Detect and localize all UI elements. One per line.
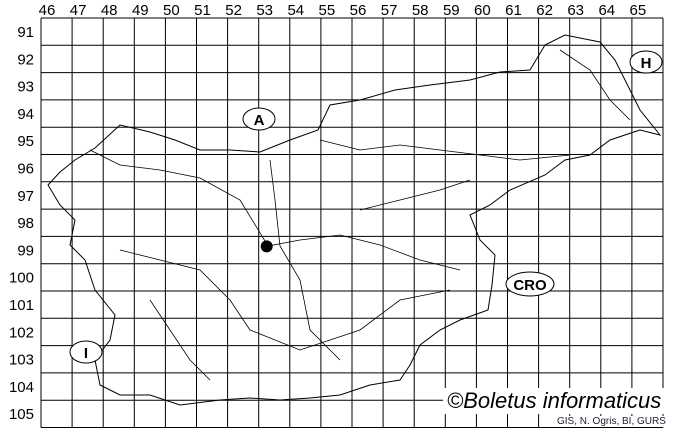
country-outline bbox=[47, 34, 662, 406]
credit-text: ©Boletus informaticus bbox=[443, 388, 666, 414]
column-label: 54 bbox=[287, 2, 304, 19]
source-text: GIS, N. Ogris, BI, GURS bbox=[555, 416, 668, 427]
column-label: 52 bbox=[225, 2, 242, 19]
column-label: 58 bbox=[412, 2, 429, 19]
row-label: 102 bbox=[9, 324, 34, 341]
row-label: 97 bbox=[17, 188, 34, 205]
svg-text:A: A bbox=[254, 112, 265, 129]
column-label: 62 bbox=[536, 2, 553, 19]
row-label: 96 bbox=[17, 161, 34, 178]
row-label: 104 bbox=[9, 379, 34, 396]
svg-text:CRO: CRO bbox=[513, 277, 547, 294]
column-label: 61 bbox=[505, 2, 522, 19]
occurrence-dot bbox=[260, 240, 273, 253]
grid-lines bbox=[40, 17, 664, 428]
svg-text:I: I bbox=[84, 345, 88, 362]
column-label: 59 bbox=[443, 2, 460, 19]
label-italy: I bbox=[69, 340, 103, 364]
column-label: 48 bbox=[101, 2, 118, 19]
row-label: 103 bbox=[9, 352, 34, 369]
column-label: 56 bbox=[350, 2, 367, 19]
row-label: 101 bbox=[9, 297, 34, 314]
column-label: 53 bbox=[256, 2, 273, 19]
column-label: 46 bbox=[39, 2, 56, 19]
label-austria: A bbox=[242, 107, 276, 131]
column-label: 63 bbox=[567, 2, 584, 19]
svg-text:H: H bbox=[641, 55, 652, 72]
column-label: 57 bbox=[381, 2, 398, 19]
column-label: 49 bbox=[132, 2, 149, 19]
label-hungary: H bbox=[629, 50, 663, 74]
row-label: 95 bbox=[17, 133, 34, 150]
column-label: 47 bbox=[70, 2, 87, 19]
column-label: 60 bbox=[474, 2, 491, 19]
column-label: 65 bbox=[630, 2, 647, 19]
column-label: 55 bbox=[319, 2, 336, 19]
label-croatia: CRO bbox=[505, 271, 555, 297]
row-label: 105 bbox=[9, 406, 34, 423]
row-label: 92 bbox=[17, 51, 34, 68]
row-label: 93 bbox=[17, 79, 34, 96]
occurrences bbox=[260, 240, 273, 253]
row-label: 91 bbox=[17, 24, 34, 41]
row-label: 99 bbox=[17, 242, 34, 259]
column-label: 50 bbox=[163, 2, 180, 19]
column-label: 51 bbox=[194, 2, 211, 19]
column-label: 64 bbox=[598, 2, 615, 19]
row-label: 100 bbox=[9, 270, 34, 287]
row-label: 98 bbox=[17, 215, 34, 232]
axis-labels: 46 47 48 49 50 51 52 53 54 55 56 57 58 59 60 61 62 63 64 65… bbox=[9, 2, 646, 423]
row-label: 94 bbox=[17, 106, 34, 123]
